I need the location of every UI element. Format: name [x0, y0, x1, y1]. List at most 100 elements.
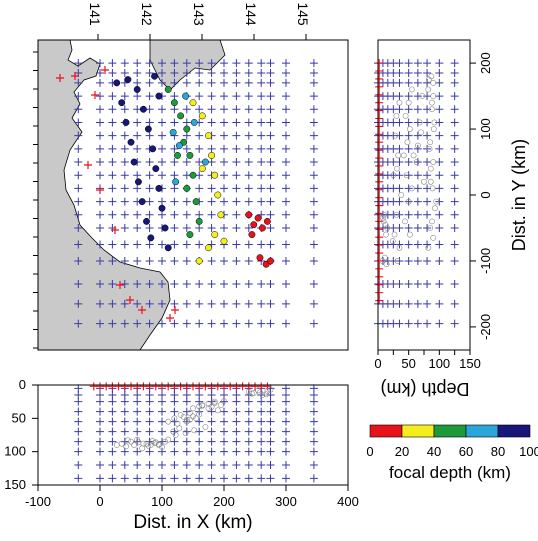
grid-node — [120, 210, 129, 219]
xd-grid-node — [232, 447, 241, 456]
event-point — [152, 165, 160, 173]
grid-node — [96, 240, 104, 249]
grid-node — [170, 92, 179, 101]
yd-event — [418, 129, 424, 136]
xd-grid-node — [257, 437, 266, 446]
grid-node — [282, 280, 290, 289]
grid-node — [309, 144, 318, 153]
event-point — [134, 178, 142, 186]
grid-node — [309, 223, 318, 232]
station-marker — [101, 66, 109, 74]
yd-event — [429, 218, 435, 225]
event-point — [169, 128, 177, 136]
grid-node — [170, 78, 179, 87]
xd-grid-node — [182, 427, 191, 436]
xd-grid-node — [108, 427, 117, 436]
grid-node — [207, 105, 216, 114]
station-marker — [84, 161, 92, 169]
yd-grid-node — [413, 319, 422, 328]
event-point — [124, 76, 132, 84]
x-axis-title: Dist. in X (km) — [133, 512, 252, 533]
depth-tick-label: 100 — [428, 356, 450, 371]
yd-station — [375, 280, 384, 289]
grid-node — [282, 256, 290, 265]
yd-grid-node — [404, 240, 413, 249]
grid-node — [207, 210, 216, 219]
station-marker — [166, 314, 174, 322]
yd-grid-node — [450, 78, 459, 87]
xd-grid-node — [74, 437, 83, 446]
yd-grid-node — [423, 59, 432, 68]
grid-node — [220, 144, 228, 153]
yd-grid-node — [450, 171, 459, 180]
xd-grid-node — [133, 427, 142, 436]
grid-node — [244, 184, 253, 193]
grid-node — [220, 118, 228, 127]
event-point — [263, 217, 271, 225]
xd-event — [186, 416, 193, 423]
grid-node — [266, 184, 275, 193]
yd-grid-node — [435, 299, 444, 308]
station-marker — [71, 72, 79, 80]
grid-node — [74, 131, 83, 140]
grid-node — [195, 59, 204, 68]
lon-tick-label: 143 — [191, 2, 207, 26]
xd-grid-node — [120, 427, 129, 436]
xd-event — [155, 442, 162, 448]
xd-grid-node — [207, 417, 216, 426]
grid-node — [207, 197, 216, 206]
yd-event — [414, 142, 421, 149]
grid-node — [145, 158, 154, 167]
yd-event — [382, 221, 389, 228]
yd-event — [429, 99, 435, 106]
yd-grid-node — [423, 223, 432, 232]
yd-event — [408, 185, 415, 192]
event-point — [139, 105, 147, 113]
grid-node — [96, 105, 104, 114]
grid-node — [145, 197, 154, 206]
yd-grid-node — [435, 171, 444, 180]
grid-node — [133, 171, 142, 180]
xd-grid-node — [309, 461, 318, 469]
grid-node — [244, 78, 253, 87]
grid-node — [120, 197, 129, 206]
grid-node — [158, 158, 166, 167]
yd-station — [375, 185, 384, 194]
xd-grid-node — [96, 474, 104, 483]
grid-node — [108, 240, 117, 249]
xd-grid-node — [133, 437, 142, 446]
grid-node — [182, 131, 191, 140]
xd-grid-node — [282, 461, 290, 469]
grid-node — [266, 240, 275, 249]
xd-grid-node — [182, 437, 191, 446]
yd-grid-node — [413, 144, 422, 153]
grid-node — [195, 171, 204, 180]
xd-event — [199, 402, 206, 409]
grid-node — [96, 256, 104, 265]
yd-grid-node — [435, 144, 444, 153]
yd-grid-node — [435, 256, 444, 265]
yd-event — [403, 172, 410, 179]
xd-event — [125, 437, 131, 444]
grid-node — [120, 280, 129, 289]
grid-node — [257, 240, 266, 249]
grid-node — [309, 131, 318, 140]
xd-event — [118, 440, 125, 447]
y-depth-panel: -200 -100 0 100 200 0 50 100 150 Dist. in Y (km)… — [374, 39, 529, 399]
grid-node — [74, 92, 83, 101]
xd-grid-node — [108, 407, 117, 416]
xd-grid-node — [74, 417, 83, 426]
grid-node — [309, 299, 318, 308]
grid-node — [108, 184, 117, 193]
grid-node — [207, 184, 216, 193]
xd-event — [165, 436, 172, 443]
xd-grid-node — [220, 437, 228, 446]
yd-event — [406, 231, 413, 238]
grid-node — [74, 223, 83, 232]
yd-grid-node — [404, 184, 413, 193]
grid-node — [182, 144, 191, 153]
event-point — [155, 184, 163, 192]
grid-node — [220, 223, 228, 232]
event-point — [250, 221, 258, 229]
grid-node — [158, 280, 166, 289]
